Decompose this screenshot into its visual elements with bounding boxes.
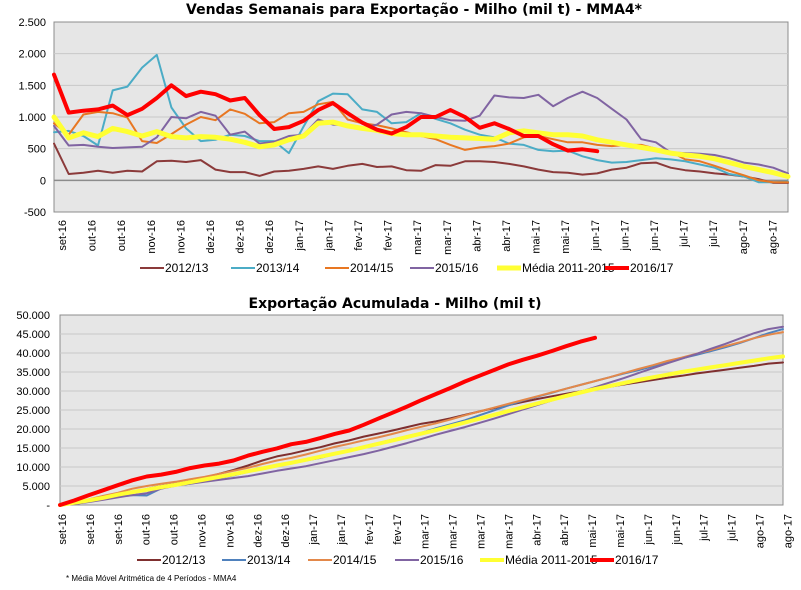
legend-label: Média 2011-2015 bbox=[505, 553, 598, 567]
y-tick-label: 0 bbox=[40, 175, 46, 187]
x-tick-label: set-16 bbox=[113, 514, 125, 545]
x-tick-label: jul-17 bbox=[708, 220, 720, 248]
x-tick-label: jul-17 bbox=[727, 514, 739, 542]
legend-label: 2016/17 bbox=[630, 261, 674, 275]
legend-label: 2012/13 bbox=[165, 261, 209, 275]
y-tick-label: 10.000 bbox=[16, 462, 50, 474]
x-tick-label: ago-17 bbox=[767, 220, 779, 254]
y-tick-label: 30.000 bbox=[16, 386, 50, 398]
legend-label: Média 2011-2015 bbox=[522, 261, 615, 275]
accumulated-exports-chart: Exportação Acumulada - Milho (mil t) - 5.… bbox=[16, 296, 794, 567]
x-tick-label: jul-17 bbox=[679, 220, 691, 248]
x-tick-label: ago-17 bbox=[738, 220, 750, 254]
y-tick-label: -500 bbox=[24, 207, 46, 219]
y-tick-label: 500 bbox=[28, 144, 46, 156]
legend-label: 2013/14 bbox=[256, 261, 300, 275]
x-tick-label: dez-16 bbox=[205, 220, 217, 254]
y-tick-label: 2.500 bbox=[18, 17, 46, 29]
y-tick-label: 1.000 bbox=[18, 112, 46, 124]
x-tick-label: fev-17 bbox=[392, 514, 404, 545]
y-tick-label: 50.000 bbox=[16, 310, 50, 322]
y-tick-label: 5.000 bbox=[22, 481, 50, 493]
x-tick-label: jan-17 bbox=[294, 220, 306, 252]
x-tick-label: dez-16 bbox=[235, 220, 247, 254]
x-tick-label: jun-17 bbox=[590, 220, 602, 252]
x-tick-label: jul-17 bbox=[699, 514, 711, 542]
y-tick-label: 15.000 bbox=[16, 443, 50, 455]
x-tick-label: abr-17 bbox=[559, 514, 571, 546]
x-tick-label: mar-17 bbox=[442, 220, 454, 255]
x-tick-label: abr-17 bbox=[471, 220, 483, 252]
x-tick-label: mar-17 bbox=[503, 514, 515, 549]
x-tick-label: ago-17 bbox=[782, 514, 794, 548]
x-tick-label: mai-17 bbox=[615, 514, 627, 548]
x-tick-label: jan-17 bbox=[323, 220, 335, 252]
y-tick-label: 2.000 bbox=[18, 49, 46, 61]
x-tick-label: abr-17 bbox=[501, 220, 513, 252]
y-tick-label: 40.000 bbox=[16, 348, 50, 360]
footnote: * Média Móvel Aritmética de 4 Períodos -… bbox=[66, 574, 237, 583]
x-tick-label: out-16 bbox=[169, 514, 181, 545]
x-tick-label: out-16 bbox=[141, 514, 153, 545]
x-tick-label: jun-17 bbox=[649, 220, 661, 252]
x-tick-label: mar-17 bbox=[448, 514, 460, 549]
x-tick-label: nov-16 bbox=[224, 514, 236, 548]
x-tick-label: mai-17 bbox=[587, 514, 599, 548]
x-tick-label: jan-17 bbox=[336, 514, 348, 546]
x-tick-label: jun-17 bbox=[671, 514, 683, 546]
x-tick-label: mai-17 bbox=[560, 220, 572, 254]
x-tick-label: abr-17 bbox=[531, 514, 543, 546]
chart-title: Exportação Acumulada - Milho (mil t) bbox=[249, 296, 542, 312]
x-tick-label: dez-16 bbox=[264, 220, 276, 254]
y-tick-label: - bbox=[46, 500, 50, 512]
y-tick-label: 20.000 bbox=[16, 424, 50, 436]
x-tick-label: set-16 bbox=[57, 514, 69, 545]
series-line-2015-16 bbox=[53, 90, 789, 175]
legend-label: 2016/17 bbox=[615, 553, 659, 567]
x-tick-label: dez-16 bbox=[280, 514, 292, 548]
series-line-2012-13 bbox=[53, 142, 789, 184]
legend-label: 2015/16 bbox=[435, 261, 479, 275]
y-tick-label: 35.000 bbox=[16, 367, 50, 379]
x-tick-label: out-16 bbox=[116, 220, 128, 251]
x-tick-label: fev-17 bbox=[353, 220, 365, 251]
x-tick-label: nov-16 bbox=[146, 220, 158, 254]
x-tick-label: jun-17 bbox=[619, 220, 631, 252]
weekly-sales-chart: Vendas Semanais para Exportação - Milho … bbox=[18, 2, 791, 275]
y-tick-label: 45.000 bbox=[16, 329, 50, 341]
x-tick-label: jun-17 bbox=[643, 514, 655, 546]
x-tick-label: mar-17 bbox=[412, 220, 424, 255]
x-tick-label: mar-17 bbox=[476, 514, 488, 549]
x-tick-label: nov-16 bbox=[175, 220, 187, 254]
x-tick-label: jan-17 bbox=[308, 514, 320, 546]
x-tick-label: dez-16 bbox=[252, 514, 264, 548]
legend-label: 2014/15 bbox=[350, 261, 394, 275]
x-tick-label: nov-16 bbox=[197, 514, 209, 548]
series-line-m-dia-2011-2015 bbox=[51, 114, 791, 179]
x-tick-label: out-16 bbox=[87, 220, 99, 251]
x-tick-label: set-16 bbox=[85, 514, 97, 545]
x-tick-label: fev-17 bbox=[364, 514, 376, 545]
legend-label: 2013/14 bbox=[247, 553, 291, 567]
series-line-2016-17 bbox=[58, 335, 597, 507]
series-line-2014-15 bbox=[59, 331, 784, 506]
x-tick-label: mar-17 bbox=[420, 514, 432, 549]
series-line-2016-17 bbox=[52, 72, 600, 154]
x-tick-label: fev-17 bbox=[383, 220, 395, 251]
legend-label: 2014/15 bbox=[333, 553, 377, 567]
legend-label: 2015/16 bbox=[420, 553, 464, 567]
y-tick-label: 25.000 bbox=[16, 405, 50, 417]
y-tick-label: 1.500 bbox=[18, 80, 46, 92]
x-tick-label: ago-17 bbox=[755, 514, 767, 548]
legend-label: 2012/13 bbox=[162, 553, 206, 567]
x-tick-label: mai-17 bbox=[531, 220, 543, 254]
series-line-m-dia-2011-2015 bbox=[58, 354, 785, 507]
chart-title: Vendas Semanais para Exportação - Milho … bbox=[186, 2, 643, 18]
x-tick-label: set-16 bbox=[57, 220, 69, 251]
